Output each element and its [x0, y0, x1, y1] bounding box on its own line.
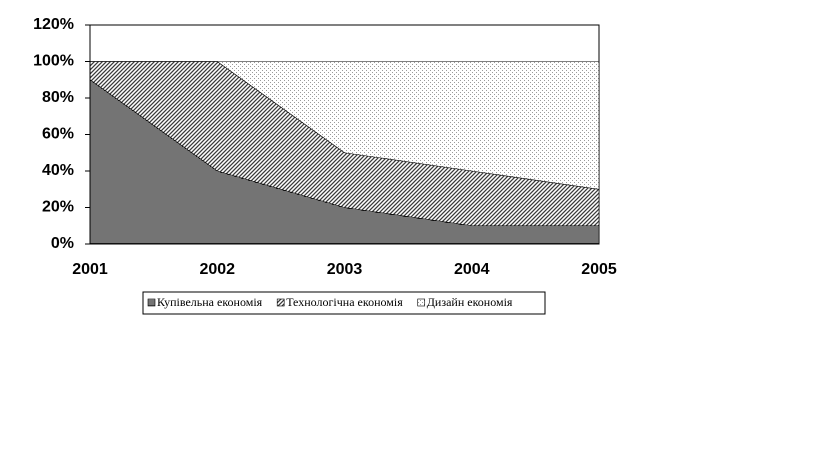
x-tick-label: 2002 — [199, 261, 235, 278]
legend-label: Технологічна економія — [286, 295, 403, 309]
y-tick-label: 0% — [51, 235, 74, 252]
legend-swatch — [276, 298, 285, 307]
y-tick-label: 100% — [33, 53, 74, 70]
legend-box — [142, 291, 546, 315]
legend-swatch — [147, 298, 156, 307]
y-tick-label: 40% — [42, 162, 74, 179]
y-tick-label: 120% — [33, 16, 74, 33]
y-tick-label: 60% — [42, 126, 74, 143]
legend-label: Дизайн економія — [427, 295, 513, 309]
legend-label: Купівельна економія — [157, 295, 263, 309]
x-tick-label: 2005 — [581, 261, 617, 278]
area — [90, 61, 600, 190]
x-tick-label: 2004 — [454, 261, 490, 278]
x-tick-label: 2001 — [72, 261, 108, 278]
legend-swatch — [417, 298, 426, 307]
y-tick-label: 20% — [42, 199, 74, 216]
y-tick-label: 80% — [42, 89, 74, 106]
x-tick-label: 2003 — [327, 261, 363, 278]
